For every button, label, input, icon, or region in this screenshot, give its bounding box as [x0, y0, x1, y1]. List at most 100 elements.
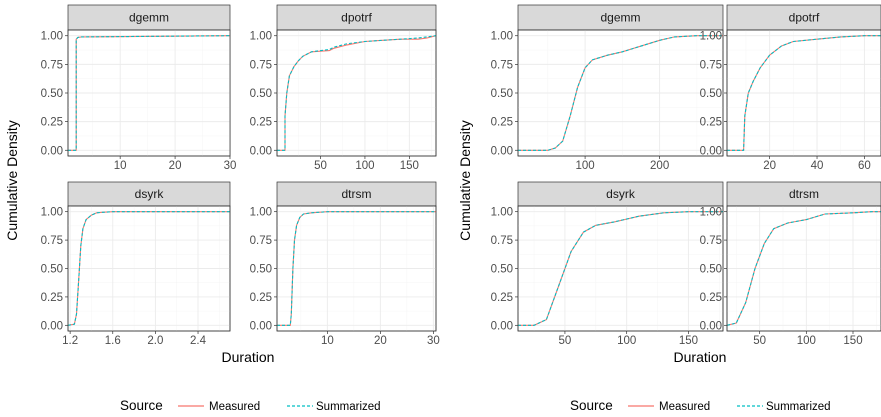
- y-tick-label: 0.50: [41, 88, 63, 100]
- y-tick-label: 0.25: [250, 117, 272, 129]
- facet-strip-label: dsyrk: [606, 187, 636, 201]
- x-tick-label: 2.0: [147, 335, 163, 347]
- y-tick-label: 0.00: [41, 320, 63, 332]
- y-tick-label: 0.00: [250, 320, 272, 332]
- facet-strip-label: dtrsm: [789, 187, 819, 201]
- legend-title: Source: [120, 398, 163, 413]
- y-axis-title: Cumulative Density: [457, 120, 473, 241]
- y-tick-label: 0.00: [700, 145, 722, 157]
- y-tick-label: 1.00: [700, 31, 722, 43]
- y-tick-label: 0.25: [700, 292, 722, 304]
- x-tick-label: 50: [314, 160, 327, 172]
- facet-panel-dgemm: dgemm 0.00 0.25 0.50 0.75 1.00 100 200: [491, 4, 724, 172]
- series-line-summarized: [518, 35, 723, 151]
- series-line-summarized: [68, 211, 230, 326]
- x-tick-label: 200: [650, 160, 669, 172]
- y-tick-label: 0.25: [250, 292, 272, 304]
- series-group: [518, 35, 723, 151]
- y-tick-label: 0.50: [250, 264, 272, 276]
- y-tick-label: 0.00: [41, 145, 63, 157]
- series-line-summarized: [518, 211, 723, 326]
- y-tick-label: 0.25: [491, 117, 513, 129]
- legend: Source Measured Summarized: [120, 398, 381, 413]
- legend-title: Source: [570, 398, 613, 413]
- series-line-summarized: [727, 211, 881, 326]
- series-line-summarized: [727, 35, 881, 151]
- facet-panel-dgemm: dgemm 0.00 0.25 0.50 0.75 1.00 10 20 30: [41, 4, 237, 172]
- y-tick-label: 0.50: [250, 88, 272, 100]
- y-tick-label: 0.00: [250, 145, 272, 157]
- facet-strip-label: dsyrk: [135, 187, 165, 201]
- x-tick-label: 2.4: [190, 335, 207, 347]
- y-tick-label: 1.00: [250, 31, 272, 43]
- chart-right: dgemm 0.00 0.25 0.50 0.75 1.00 100 200 dpotrf 0.0…: [457, 4, 881, 413]
- gridlines: [727, 30, 881, 156]
- y-tick-label: 0.75: [250, 235, 272, 247]
- y-tick-label: 1.00: [41, 31, 63, 43]
- x-tick-label: 100: [617, 335, 636, 347]
- x-axis-title: Duration: [222, 349, 275, 365]
- facet-strip-label: dtrsm: [342, 187, 372, 201]
- y-tick-label: 0.75: [41, 59, 63, 71]
- y-tick-label: 1.00: [41, 207, 63, 219]
- y-tick-label: 0.00: [491, 145, 513, 157]
- series-line-summarized: [68, 35, 230, 151]
- x-tick-label: 40: [811, 160, 824, 172]
- legend: Source Measured Summarized: [570, 398, 831, 413]
- y-tick-label: 0.25: [41, 292, 63, 304]
- y-tick-label: 0.00: [700, 320, 722, 332]
- facet-strip: [67, 4, 231, 31]
- gridlines: [68, 206, 230, 331]
- facet-strip: [67, 181, 231, 207]
- facet-strip: [517, 4, 724, 31]
- x-tick-label: 1.6: [105, 335, 121, 347]
- x-tick-label: 50: [559, 335, 572, 347]
- facet-panel-dtrsm: dtrsm 0.00 0.25 0.50 0.75 1.00 10 20 30: [250, 181, 440, 347]
- x-axis-title: Duration: [674, 349, 727, 365]
- gridlines: [277, 206, 436, 331]
- y-tick-label: 0.50: [700, 264, 722, 276]
- facet-strip: [276, 4, 437, 31]
- facet-panel-dpotrf: dpotrf 0.00 0.25 0.50 0.75 1.00 20 40 60: [700, 4, 881, 172]
- series-line-summarized: [277, 211, 436, 326]
- facet-strip-label: dpotrf: [341, 11, 372, 25]
- facet-panel-dsyrk: dsyrk 0.00 0.25 0.50 0.75 1.00 50 100 150: [491, 181, 724, 347]
- y-tick-label: 0.75: [491, 235, 513, 247]
- facet-strip: [726, 4, 881, 31]
- facet-strip-label: dgemm: [600, 11, 640, 25]
- x-tick-label: 150: [843, 335, 862, 347]
- y-tick-label: 0.00: [491, 320, 513, 332]
- y-tick-label: 0.25: [491, 292, 513, 304]
- x-tick-label: 100: [355, 160, 374, 172]
- y-axis-title: Cumulative Density: [4, 120, 20, 241]
- y-tick-label: 0.25: [41, 117, 63, 129]
- x-tick-label: 10: [321, 335, 334, 347]
- y-tick-label: 1.00: [491, 31, 513, 43]
- y-tick-label: 0.25: [700, 117, 722, 129]
- facet-panel-dpotrf: dpotrf 0.00 0.25 0.50 0.75 1.00 50 100 150: [250, 4, 437, 172]
- series-group: [68, 35, 230, 151]
- y-tick-label: 0.75: [41, 235, 63, 247]
- x-tick-label: 50: [753, 335, 766, 347]
- x-tick-label: 20: [169, 160, 182, 172]
- legend-label-measured: Measured: [659, 401, 710, 413]
- y-tick-label: 1.00: [491, 207, 513, 219]
- x-tick-label: 20: [374, 335, 387, 347]
- x-tick-label: 100: [575, 160, 594, 172]
- y-tick-label: 0.75: [250, 59, 272, 71]
- x-tick-label: 150: [400, 160, 419, 172]
- facet-panel-dsyrk: dsyrk 0.00 0.25 0.50 0.75 1.00 1.2 1.6 2.0 2.4: [41, 181, 231, 347]
- y-tick-label: 1.00: [250, 207, 272, 219]
- legend-label-summarized: Summarized: [766, 401, 831, 413]
- x-tick-label: 30: [224, 160, 237, 172]
- series-group: [518, 211, 723, 326]
- x-tick-label: 30: [427, 335, 440, 347]
- facet-panel-dtrsm: dtrsm 0.00 0.25 0.50 0.75 1.00 50 100 150: [700, 181, 881, 347]
- gridlines: [277, 30, 436, 156]
- series-line-summarized: [277, 35, 436, 151]
- series-group: [727, 35, 881, 151]
- x-tick-label: 60: [858, 160, 871, 172]
- gridlines: [727, 206, 881, 331]
- y-tick-label: 0.75: [700, 235, 722, 247]
